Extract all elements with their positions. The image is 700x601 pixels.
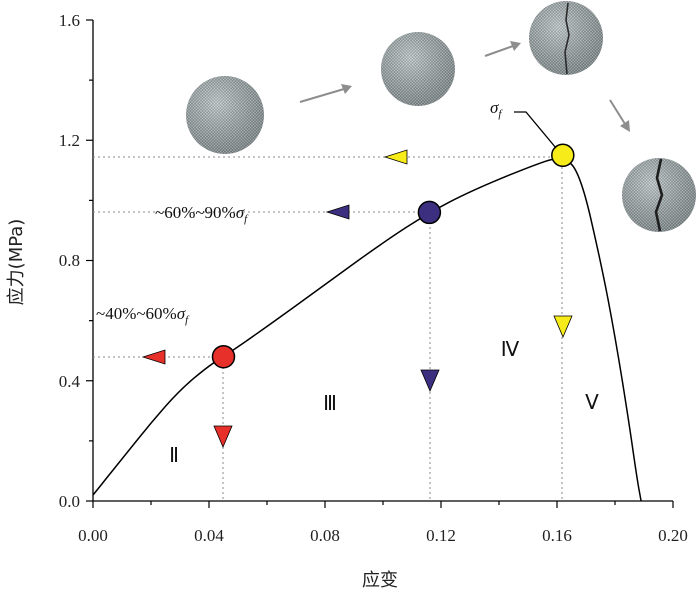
y-tick-label-2: 0.8 bbox=[59, 251, 80, 270]
axis-ticks bbox=[86, 19, 674, 508]
stage-label-2: Ⅱ bbox=[169, 443, 179, 467]
y-tick-label-4: 1.6 bbox=[59, 11, 80, 30]
down-triangle-purple bbox=[420, 369, 440, 393]
annotation-40-60: ~40%~60%σf bbox=[96, 304, 190, 326]
stage-label-4: Ⅳ bbox=[501, 337, 520, 361]
annotation-60-90: ~60%~90%σf bbox=[155, 203, 249, 225]
key-point-3 bbox=[551, 143, 575, 168]
key-point-1 bbox=[211, 344, 236, 369]
specimen-image-3 bbox=[529, 1, 603, 75]
arrow-2 bbox=[484, 45, 514, 57]
stress-strain-curve bbox=[92, 158, 642, 502]
x-tick-label-4: 0.16 bbox=[542, 526, 572, 545]
sigma-f-leader bbox=[514, 111, 557, 149]
x-tick-label-1: 0.04 bbox=[194, 526, 224, 545]
y-tick-label-3: 1.2 bbox=[59, 131, 80, 150]
arrow-1 bbox=[299, 88, 345, 103]
arrow-3 bbox=[609, 99, 626, 125]
specimen-image-4 bbox=[622, 158, 696, 232]
x-axis-title: 应变 bbox=[362, 570, 398, 591]
y-tick-label-1: 0.4 bbox=[59, 372, 81, 391]
x-tick-label-3: 0.12 bbox=[426, 526, 456, 545]
key-point-2 bbox=[417, 200, 442, 225]
process-arrows bbox=[299, 41, 630, 132]
x-tick-label-0: 0.00 bbox=[78, 526, 108, 545]
stage-label-5: Ⅴ bbox=[585, 390, 599, 414]
down-triangle-red bbox=[213, 425, 233, 449]
specimen-image-1 bbox=[186, 76, 264, 154]
left-triangle-purple bbox=[325, 204, 350, 220]
left-triangle-yellow bbox=[383, 149, 408, 165]
x-tick-label-2: 0.08 bbox=[310, 526, 340, 545]
specimen-image-2 bbox=[381, 32, 455, 106]
y-tick-label-0: 0.0 bbox=[59, 492, 80, 511]
axes-frame bbox=[92, 20, 673, 502]
down-triangle-yellow bbox=[553, 315, 573, 339]
stage-label-3: Ⅲ bbox=[323, 391, 337, 415]
x-tick-label-5: 0.20 bbox=[658, 526, 688, 545]
sigma-f-label: σf bbox=[490, 98, 503, 120]
y-axis-title: 应力(MPa) bbox=[6, 219, 27, 306]
left-triangle-red bbox=[141, 349, 166, 365]
